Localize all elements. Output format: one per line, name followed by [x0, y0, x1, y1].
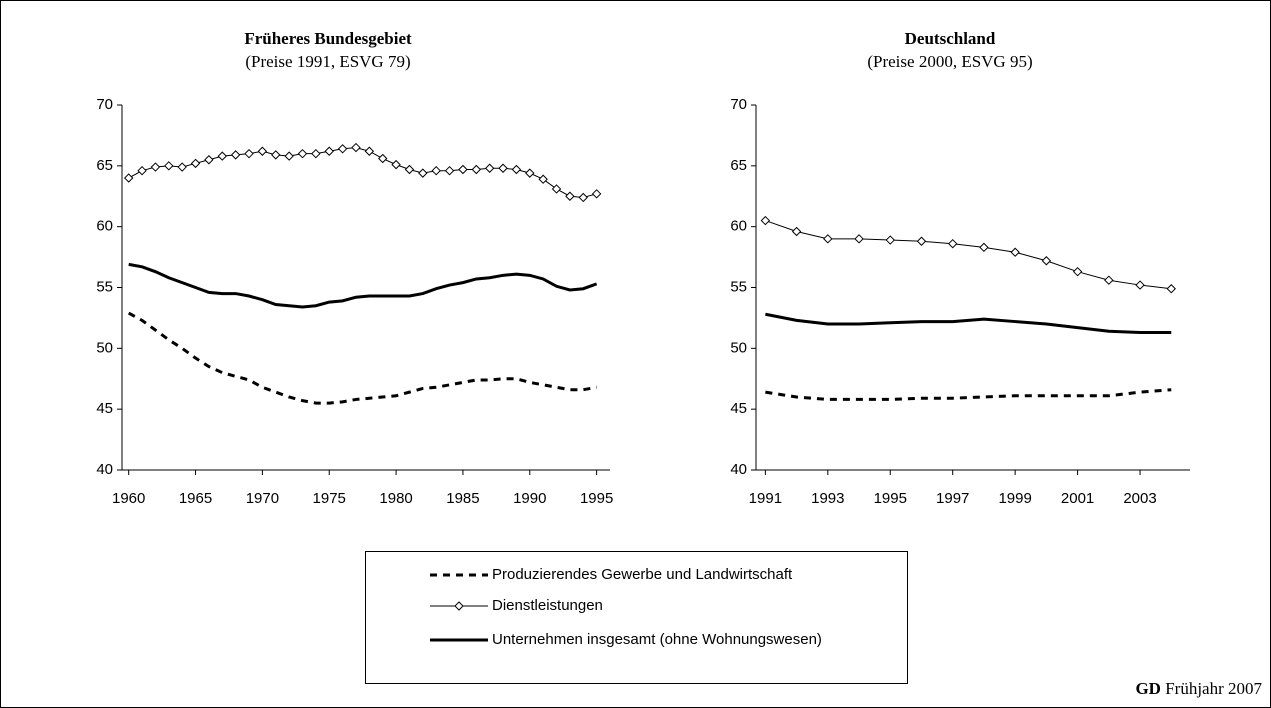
marker: [137, 165, 147, 176]
y-tick-label: 65: [730, 157, 747, 174]
x-tick-label: 1960: [112, 490, 145, 507]
series-line: [765, 312, 1172, 335]
marker: [1104, 275, 1114, 285]
marker: [431, 165, 441, 176]
marker: [337, 144, 348, 154]
marker: [885, 235, 895, 245]
marker: [444, 165, 455, 176]
marker: [244, 148, 254, 159]
x-tick-label: 1975: [313, 490, 346, 507]
marker: [177, 162, 187, 172]
legend-label: Dienstleistungen: [492, 597, 603, 614]
x-tick-label: 2001: [1061, 490, 1094, 507]
marker: [498, 163, 508, 173]
series-line: [765, 220, 1172, 290]
marker: [123, 173, 134, 183]
marker: [760, 215, 771, 226]
source-text: Frühjahr 2007: [1165, 679, 1262, 698]
y-tick-label: 45: [96, 400, 113, 417]
marker: [150, 162, 161, 172]
marker: [297, 148, 308, 159]
y-tick-label: 70: [96, 96, 113, 113]
marker: [164, 161, 174, 171]
x-tick-label: 1995: [580, 490, 613, 507]
source: GD Frühjahr 2007: [1135, 679, 1262, 698]
marker: [404, 164, 415, 175]
x-tick-label: 1991: [749, 490, 782, 507]
marker: [565, 191, 575, 201]
y-tick-label: 55: [96, 278, 113, 295]
marker: [1135, 280, 1145, 290]
marker: [204, 155, 214, 165]
marker: [511, 164, 522, 175]
y-tick-label: 55: [730, 278, 747, 295]
legend-marker: [454, 601, 464, 611]
chart-title: Früheres Bundesgebiet: [244, 29, 412, 48]
legend-label: Produzierendes Gewerbe und Landwirtschaf…: [492, 566, 793, 583]
marker: [1072, 266, 1083, 277]
marker: [854, 234, 864, 244]
chart-title: Deutschland: [905, 29, 996, 48]
y-tick-label: 60: [96, 218, 113, 235]
source-bold: GD: [1135, 679, 1161, 698]
x-tick-label: 1999: [998, 490, 1031, 507]
marker: [230, 150, 241, 160]
marker: [791, 226, 802, 237]
marker: [916, 236, 927, 246]
marker: [578, 192, 588, 203]
marker: [538, 174, 548, 184]
marker: [591, 189, 602, 199]
marker: [979, 242, 989, 253]
marker: [458, 164, 468, 175]
x-tick-label: 2003: [1123, 490, 1156, 507]
y-tick-label: 40: [730, 461, 747, 478]
y-tick-label: 70: [730, 96, 747, 113]
x-tick-label: 1985: [446, 490, 479, 507]
marker: [217, 151, 227, 161]
marker: [190, 158, 201, 169]
marker: [471, 164, 482, 175]
marker: [351, 142, 361, 153]
marker: [284, 151, 294, 161]
x-tick-label: 1997: [936, 490, 969, 507]
x-tick-label: 1965: [179, 490, 212, 507]
marker: [418, 168, 428, 178]
y-tick-label: 60: [730, 218, 747, 235]
marker: [551, 184, 562, 194]
marker: [311, 148, 321, 159]
marker: [1166, 284, 1176, 294]
marker: [364, 146, 375, 156]
marker: [257, 146, 268, 156]
chart-subtitle: (Preise 1991, ESVG 79): [245, 52, 410, 71]
marker: [823, 234, 833, 244]
legend-box: [365, 551, 908, 684]
marker: [1010, 247, 1020, 257]
y-tick-label: 45: [730, 400, 747, 417]
legend-label: Unternehmen insgesamt (ohne Wohnungswese…: [492, 631, 822, 648]
y-tick-label: 65: [96, 157, 113, 174]
y-tick-label: 40: [96, 461, 113, 478]
x-tick-label: 1990: [513, 490, 546, 507]
series-line: [127, 311, 597, 405]
y-tick-label: 50: [730, 339, 747, 356]
x-tick-label: 1993: [811, 490, 844, 507]
marker: [525, 168, 535, 178]
marker: [324, 146, 334, 156]
y-tick-label: 50: [96, 339, 113, 356]
chart-subtitle: (Preise 2000, ESVG 95): [867, 52, 1032, 71]
marker: [484, 163, 495, 173]
series-line: [765, 388, 1172, 401]
marker: [391, 159, 401, 170]
x-tick-label: 1995: [874, 490, 907, 507]
marker: [947, 238, 958, 249]
marker: [378, 153, 388, 164]
x-tick-label: 1980: [379, 490, 412, 507]
x-tick-label: 1970: [246, 490, 279, 507]
marker: [1041, 256, 1052, 266]
marker: [271, 150, 281, 160]
series-line: [128, 262, 598, 309]
